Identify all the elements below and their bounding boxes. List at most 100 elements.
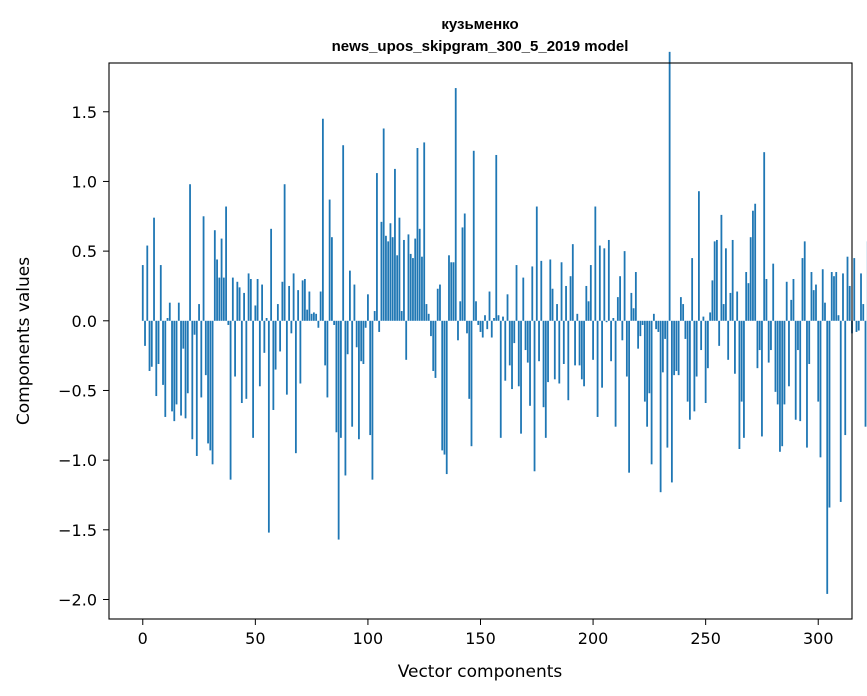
bar	[695, 320, 698, 377]
bar	[470, 320, 473, 447]
bar	[457, 320, 459, 341]
bar	[367, 294, 369, 321]
x-tick-label: 0	[138, 629, 148, 648]
bar	[846, 256, 849, 321]
bar	[598, 245, 601, 321]
bar	[157, 320, 160, 364]
bar	[324, 320, 327, 366]
bar	[484, 315, 486, 321]
bar	[637, 320, 640, 349]
bar	[200, 320, 203, 398]
bar	[382, 128, 385, 321]
bar	[538, 320, 540, 362]
bar	[826, 320, 829, 594]
bar	[772, 263, 775, 321]
bar	[535, 206, 538, 321]
bar	[664, 320, 667, 339]
bar	[650, 320, 653, 465]
bar	[839, 320, 842, 502]
x-tick-label: 250	[690, 629, 721, 648]
bar	[580, 320, 583, 380]
bar	[731, 239, 734, 321]
bar	[806, 320, 808, 448]
bar	[821, 269, 824, 321]
bar	[461, 227, 464, 321]
bar	[817, 320, 820, 402]
bar	[565, 285, 567, 321]
bar	[252, 320, 254, 438]
bar	[551, 288, 554, 321]
bar	[198, 304, 200, 321]
bar	[166, 318, 169, 321]
bar	[177, 302, 180, 321]
bar	[337, 320, 340, 540]
bar	[216, 259, 218, 321]
bar	[765, 278, 768, 321]
bar	[643, 320, 646, 402]
chart-title-line2: news_upos_skipgram_300_5_2019 model	[332, 38, 629, 55]
bar	[727, 320, 730, 360]
bar	[833, 276, 835, 321]
bar	[641, 320, 644, 325]
bar	[294, 320, 297, 454]
bar	[517, 320, 520, 387]
y-tick-label: 0.5	[72, 242, 97, 261]
bar	[403, 239, 405, 321]
bar	[213, 230, 216, 321]
bar	[234, 320, 236, 377]
bar	[227, 320, 230, 325]
bar	[716, 239, 718, 321]
bar	[576, 313, 579, 321]
bar	[168, 302, 171, 321]
bar	[792, 278, 795, 321]
bar	[524, 320, 527, 351]
bar	[531, 266, 534, 321]
bar	[783, 320, 786, 405]
bar	[407, 234, 410, 321]
bar	[180, 320, 182, 416]
bar	[702, 316, 705, 321]
bar	[349, 270, 351, 321]
bar	[722, 304, 725, 321]
bar	[612, 318, 615, 321]
bar	[292, 273, 295, 321]
bar	[621, 320, 624, 341]
bar	[450, 262, 453, 321]
bar	[146, 245, 149, 321]
bar	[842, 273, 844, 321]
bar	[655, 320, 658, 330]
bar	[605, 320, 608, 323]
bar	[513, 320, 516, 344]
bar	[405, 320, 408, 360]
bar	[704, 320, 707, 404]
bar	[666, 320, 669, 448]
bar	[191, 320, 194, 440]
bar	[707, 320, 709, 369]
chart-title-line1: кузьменко	[441, 16, 518, 33]
bar	[288, 285, 291, 321]
y-tick-label: −0.5	[58, 381, 97, 400]
bar	[592, 320, 594, 360]
bar	[815, 284, 817, 321]
bar	[553, 320, 556, 380]
bar	[578, 320, 581, 366]
bar	[810, 272, 813, 321]
bar	[661, 320, 664, 373]
bar	[376, 173, 378, 321]
bar	[779, 320, 781, 452]
bar	[614, 320, 617, 427]
x-tick-label: 150	[465, 629, 496, 648]
bar	[700, 320, 703, 351]
bar	[391, 237, 394, 321]
bar	[279, 320, 282, 352]
bar	[371, 320, 374, 480]
bar	[745, 272, 748, 321]
bar	[331, 237, 333, 321]
x-tick-label: 200	[578, 629, 609, 648]
bar	[258, 320, 261, 387]
bar	[306, 309, 309, 321]
bar	[648, 320, 651, 394]
bar	[441, 320, 444, 451]
bar	[628, 320, 630, 473]
bar	[862, 304, 865, 321]
